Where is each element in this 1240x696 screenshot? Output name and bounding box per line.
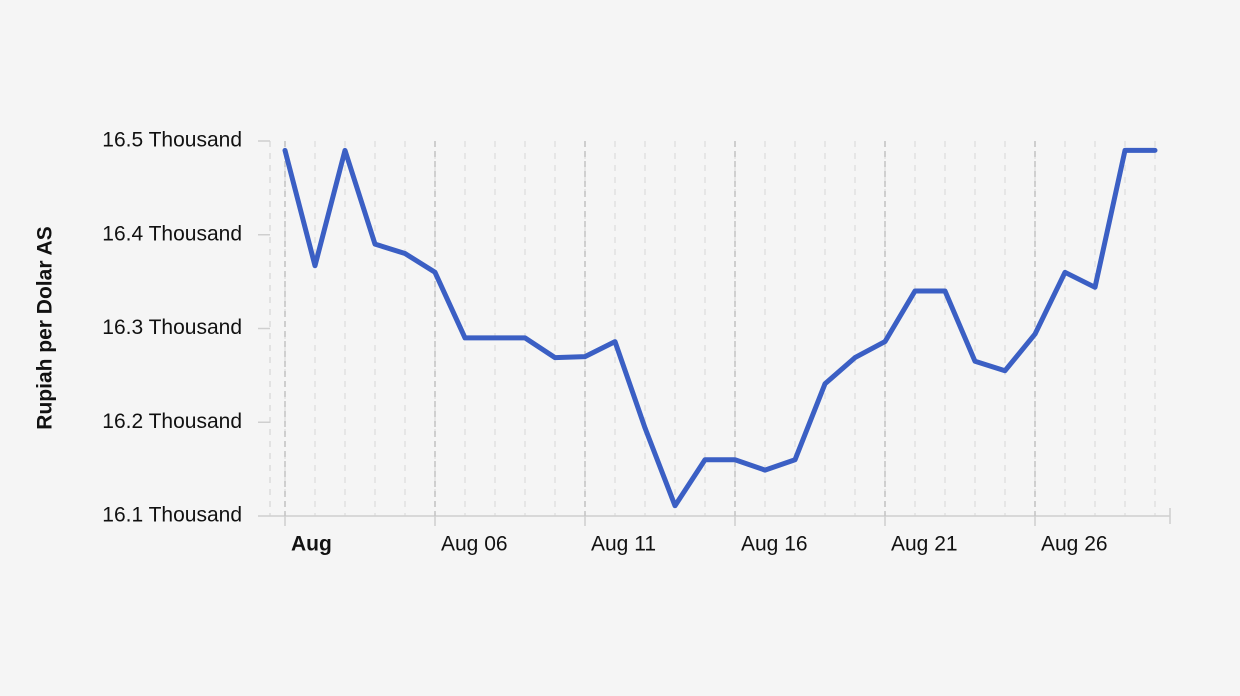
y-tick-label: 16.1 Thousand [102, 504, 242, 527]
x-tick-label: Aug 16 [741, 533, 808, 556]
y-tick-label: 16.4 Thousand [102, 222, 242, 245]
x-tick-label: Aug 06 [441, 533, 508, 556]
y-tick-label: 16.2 Thousand [102, 410, 242, 433]
y-tick-label: 16.3 Thousand [102, 316, 242, 339]
y-tick-label: 16.5 Thousand [102, 129, 242, 152]
x-tick-label: Aug 21 [891, 533, 958, 556]
x-tick-label: Aug 26 [1041, 533, 1108, 556]
y-axis-label: Rupiah per Dolar AS [34, 226, 57, 429]
x-tick-label: Aug [291, 533, 332, 556]
data-line [282, 147, 1158, 509]
x-tick-label: Aug 11 [591, 533, 656, 556]
